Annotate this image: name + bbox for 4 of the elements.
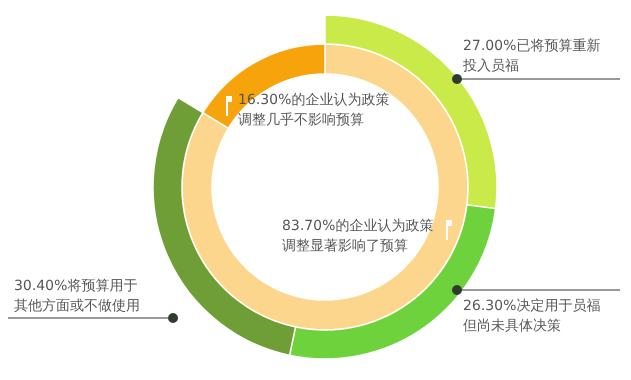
slice-label: 83.70%的企业认为政策调整显著影响了预算 xyxy=(282,218,434,254)
slice-label: 30.40%将预算用于其他方面或不做使用 xyxy=(14,278,140,314)
slice-label: 26.30%决定用于员福但尚未具体决策 xyxy=(463,298,600,334)
slice-label: 27.00%已将预算重新投入员福 xyxy=(462,38,600,74)
